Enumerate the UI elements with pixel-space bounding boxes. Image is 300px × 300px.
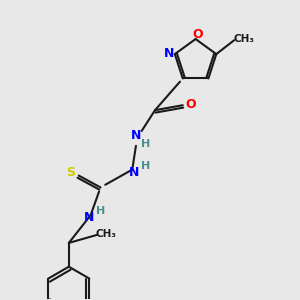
Text: N: N: [83, 211, 94, 224]
Text: N: N: [131, 129, 141, 142]
Text: N: N: [129, 166, 140, 179]
Text: H: H: [142, 139, 151, 149]
Text: S: S: [66, 166, 75, 179]
Text: H: H: [142, 161, 151, 171]
Text: N: N: [164, 46, 174, 60]
Text: O: O: [192, 28, 203, 40]
Text: CH₃: CH₃: [233, 34, 254, 44]
Text: O: O: [185, 98, 196, 111]
Text: CH₃: CH₃: [96, 229, 117, 239]
Text: H: H: [96, 206, 105, 216]
